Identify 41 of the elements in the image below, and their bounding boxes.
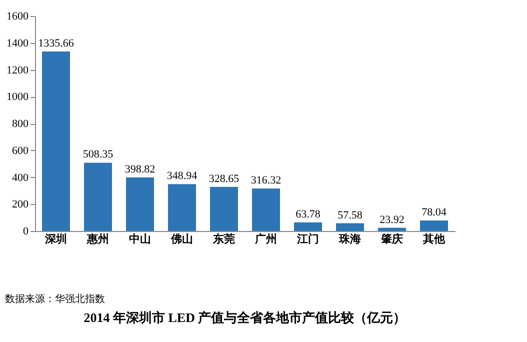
bar (336, 223, 364, 231)
data-label: 78.04 (422, 206, 447, 219)
bar (126, 177, 154, 231)
y-tick-label: 800 (12, 118, 29, 130)
data-label: 23.92 (380, 214, 404, 226)
x-tick-label: 其他 (422, 232, 446, 246)
x-tick-label: 深圳 (44, 232, 67, 246)
bar (210, 186, 238, 231)
y-tick-label: 1200 (6, 64, 29, 76)
y-tick-label: 0 (23, 226, 29, 238)
x-tick-label: 惠州 (86, 232, 109, 246)
y-tick-label: 1600 (6, 10, 29, 22)
data-label: 398.82 (124, 163, 156, 176)
y-tick-label: 1400 (6, 37, 29, 50)
x-tick-label: 佛山 (170, 232, 193, 246)
bar (42, 52, 70, 231)
data-label: 328.65 (208, 172, 240, 185)
data-label: 63.78 (296, 208, 321, 220)
x-tick-label: 珠海 (338, 232, 361, 246)
data-label: 1335.66 (38, 38, 74, 50)
y-tick-label: 200 (12, 198, 29, 211)
data-label: 57.58 (338, 209, 363, 222)
source-note: 数据来源：华强北指数 (5, 293, 105, 305)
bar (168, 184, 196, 231)
x-tick-label: 中山 (129, 232, 151, 246)
x-tick-label: 江门 (296, 232, 319, 246)
data-label: 316.32 (250, 174, 282, 186)
bar (420, 220, 448, 231)
bar (294, 222, 322, 231)
bar (84, 162, 112, 231)
y-tick-label: 400 (12, 172, 29, 184)
bar (378, 228, 406, 231)
data-label: 348.94 (166, 170, 198, 182)
x-tick-label: 广州 (254, 232, 277, 246)
text: 2014 年深圳市 LED 产值与全省各地市产值比较（亿元） (84, 310, 406, 325)
x-tick-label: 肇庆 (380, 232, 403, 246)
data-label: 508.35 (82, 148, 114, 161)
x-tick-label: 东莞 (212, 232, 235, 246)
y-tick-label: 1000 (6, 91, 29, 104)
bar (252, 188, 280, 231)
y-tick-label: 600 (12, 144, 29, 157)
